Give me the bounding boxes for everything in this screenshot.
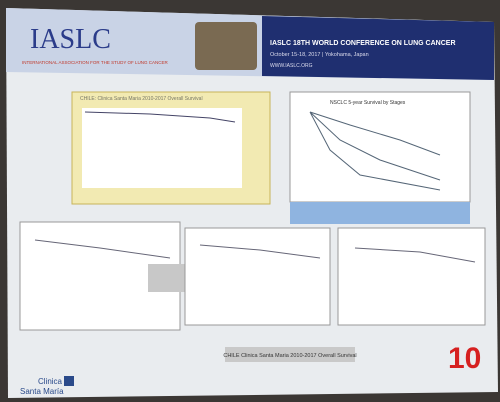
footer-caption: CHILE Clinica Santa Maria 2010-2017 Over… xyxy=(223,353,356,359)
panel-caption: CHILE: Clinica Santa Maria 2010-2017 Ove… xyxy=(80,96,203,102)
logo-text: Clinica xyxy=(38,377,63,386)
conference-title: IASLC 18TH WORLD CONFERENCE ON LUNG CANC… xyxy=(270,40,456,47)
curves xyxy=(309,111,441,191)
chart-area xyxy=(82,108,242,188)
caption-box xyxy=(290,202,470,224)
curve xyxy=(354,247,476,263)
conference-box xyxy=(262,16,494,80)
panel-title: NSCLC 5-year Survival by Stages xyxy=(330,100,406,106)
logo-text: Santa María xyxy=(20,387,64,396)
website: WWW.IASLC.ORG xyxy=(270,63,313,69)
panel xyxy=(184,227,331,326)
curve xyxy=(34,239,171,259)
curve xyxy=(84,111,236,123)
logo-mark xyxy=(64,376,74,386)
footer-caption-box xyxy=(225,347,355,362)
logo: IASLC xyxy=(30,24,111,55)
curve xyxy=(199,244,321,259)
header-image xyxy=(195,22,257,70)
conference-dates: October 15-18, 2017 | Yokohama, Japan xyxy=(270,52,369,58)
panel xyxy=(337,227,486,326)
slide-number: 10 xyxy=(448,342,481,375)
panel xyxy=(289,91,471,203)
association: INTERNATIONAL ASSOCIATION FOR THE STUDY … xyxy=(22,60,169,65)
